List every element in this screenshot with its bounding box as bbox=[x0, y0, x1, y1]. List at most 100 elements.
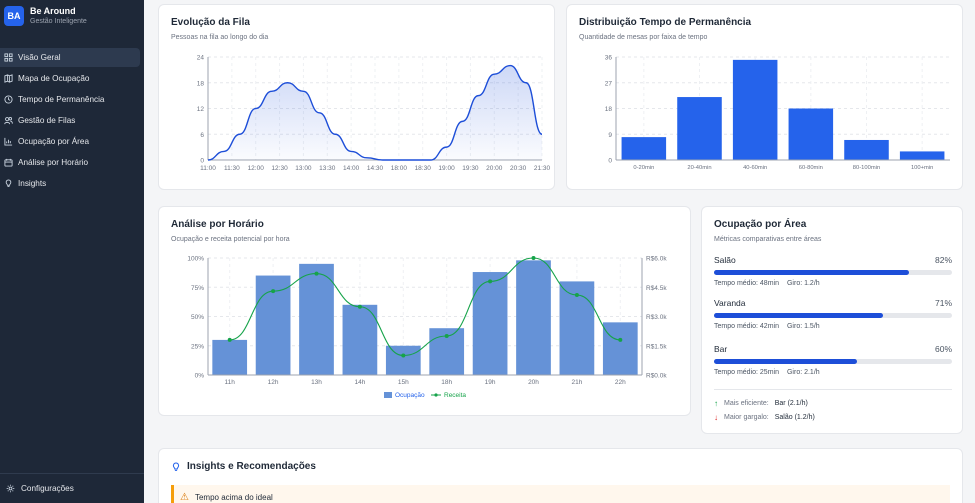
sidebar-item-insights[interactable]: Insights bbox=[0, 174, 140, 193]
x-tick-label: 40-60min bbox=[743, 165, 767, 171]
lightbulb-icon bbox=[4, 179, 13, 188]
revenue-point bbox=[227, 337, 232, 342]
sidebar-item-label: Ocupação por Área bbox=[18, 137, 90, 146]
card-subtitle: Ocupação e receita potencial por hora bbox=[171, 236, 290, 243]
x-tick-label: 20:00 bbox=[486, 165, 503, 172]
area-turnover: Giro: 1.5/h bbox=[786, 323, 820, 330]
bar bbox=[732, 59, 778, 160]
insight-text: Tempo acima do ideal bbox=[194, 492, 273, 502]
card-title: Evolução da Fila bbox=[171, 17, 250, 28]
revenue-point bbox=[488, 279, 493, 284]
most-efficient-stat: ↑ Mais eficiente: Bar (2.1/h) bbox=[714, 399, 808, 408]
x-tick-label: 80-100min bbox=[853, 165, 880, 171]
area-avg-time: Tempo médio: 48min bbox=[714, 280, 779, 287]
hourly-analysis-card: Análise por Horário Ocupação e receita p… bbox=[158, 206, 691, 416]
revenue-line bbox=[229, 257, 621, 357]
y-tick-label: 36 bbox=[605, 55, 613, 62]
sidebar-item-mapa-ocupacao[interactable]: Mapa de Ocupação bbox=[0, 69, 140, 88]
insight-warning-banner[interactable]: ⚠ Tempo acima do ideal bbox=[171, 485, 950, 503]
sidebar-item-gestao-filas[interactable]: Gestão de Filas bbox=[0, 111, 140, 130]
area-progress-fill bbox=[714, 313, 883, 318]
area-progress-track bbox=[714, 270, 952, 275]
sidebar-item-label: Análise por Horário bbox=[18, 158, 89, 167]
x-tick-label: 19:30 bbox=[462, 165, 479, 172]
bar bbox=[385, 345, 421, 375]
x-tick-label: 13:30 bbox=[319, 165, 336, 172]
x-tick-label: 14:30 bbox=[367, 165, 384, 172]
x-tick-label: 0-20min bbox=[633, 165, 654, 171]
arrow-down-icon: ↓ bbox=[714, 413, 718, 422]
x-tick-label: 60-80min bbox=[799, 165, 823, 171]
sidebar-item-label: Insights bbox=[18, 179, 47, 188]
sidebar-item-analise-horario[interactable]: Análise por Horário bbox=[0, 153, 140, 172]
y2-tick-label: R$4.5k bbox=[646, 285, 667, 292]
y-tick-label: 100% bbox=[187, 256, 204, 263]
bar-chart-icon bbox=[4, 137, 13, 146]
y2-tick-label: R$0.0k bbox=[646, 373, 667, 380]
arrow-up-icon: ↑ bbox=[714, 399, 718, 408]
card-title: Insights e Recomendações bbox=[187, 461, 316, 472]
area-name: Salão bbox=[714, 255, 736, 265]
y-tick-label: 9 bbox=[608, 132, 612, 139]
bar bbox=[621, 137, 667, 160]
calendar-icon bbox=[4, 158, 13, 167]
x-tick-label: 100+min bbox=[911, 165, 933, 171]
revenue-point bbox=[271, 289, 276, 294]
area-progress-fill bbox=[714, 270, 910, 275]
stat-label: Mais eficiente: bbox=[724, 400, 769, 407]
area-percent: 60% bbox=[934, 344, 952, 354]
bar bbox=[844, 139, 889, 160]
card-title: Ocupação por Área bbox=[714, 219, 807, 230]
area-percent: 71% bbox=[934, 298, 952, 308]
brand[interactable]: BA Be Around Gestão Inteligente bbox=[4, 6, 87, 26]
y-tick-label: 18 bbox=[197, 80, 205, 87]
x-tick-label: 15h bbox=[398, 379, 409, 386]
sidebar-item-label: Mapa de Ocupação bbox=[18, 74, 90, 83]
warning-icon: ⚠ bbox=[180, 491, 189, 503]
area-progress-track bbox=[714, 313, 952, 318]
users-icon bbox=[4, 116, 13, 125]
sidebar-item-label: Visão Geral bbox=[18, 53, 61, 62]
area-meta: Tempo médio: 48min Giro: 1.2/h bbox=[714, 280, 820, 287]
x-tick-label: 13:00 bbox=[295, 165, 312, 172]
x-tick-label: 20h bbox=[528, 379, 539, 386]
area-name: Varanda bbox=[714, 298, 746, 308]
bottleneck-stat: ↓ Maior gargalo: Salão (1.2/h) bbox=[714, 413, 815, 422]
y-tick-label: 24 bbox=[197, 55, 205, 62]
stay-chart: 0 9 18 27 36 0-20min 20-40min 40-60min 60-80min 8… bbox=[605, 55, 950, 171]
settings-link[interactable]: Configurações bbox=[0, 473, 144, 503]
sidebar-nav: Visão Geral Mapa de Ocupação Tempo de Pe… bbox=[0, 48, 144, 195]
revenue-point bbox=[444, 334, 449, 338]
queue-line bbox=[207, 64, 543, 161]
revenue-point bbox=[618, 337, 623, 342]
stay-distribution-card: Distribuição Tempo de Permanência Quanti… bbox=[566, 4, 963, 190]
x-tick-label: 11h bbox=[225, 379, 236, 386]
y-tick-label: 75% bbox=[191, 285, 204, 292]
area-progress-track bbox=[714, 359, 952, 364]
x-tick-label: 21:30 bbox=[534, 165, 551, 172]
clock-icon bbox=[4, 95, 13, 104]
queue-area bbox=[208, 65, 542, 160]
x-tick-label: 19h bbox=[485, 379, 496, 386]
bar bbox=[299, 263, 334, 375]
queue-evolution-card: Evolução da Fila Pessoas na fila ao long… bbox=[158, 4, 555, 190]
brand-logo: BA bbox=[4, 6, 24, 26]
card-subtitle: Quantidade de mesas por faixa de tempo bbox=[579, 34, 708, 41]
brand-subtitle: Gestão Inteligente bbox=[30, 18, 87, 25]
hourly-chart: 0% R$0.0k 25% R$1.5k 50% R$3.0k 75% R$4.5k 100% R… bbox=[187, 256, 667, 400]
x-tick-label: 20-40min bbox=[687, 165, 711, 171]
bar bbox=[788, 108, 834, 160]
y-tick-label: 0 bbox=[200, 158, 204, 165]
revenue-point bbox=[574, 293, 579, 298]
bar bbox=[472, 272, 508, 375]
revenue-point bbox=[401, 353, 406, 358]
x-tick-label: 12:30 bbox=[271, 165, 288, 172]
sidebar-item-visao-geral[interactable]: Visão Geral bbox=[0, 48, 140, 67]
brand-name: Be Around bbox=[30, 6, 76, 16]
sidebar-item-tempo-permanencia[interactable]: Tempo de Permanência bbox=[0, 90, 140, 109]
revenue-point bbox=[531, 256, 536, 260]
sidebar-item-ocupacao-area[interactable]: Ocupação por Área bbox=[0, 132, 140, 151]
card-title: Distribuição Tempo de Permanência bbox=[579, 17, 752, 28]
y-tick-label: 12 bbox=[197, 106, 205, 113]
legend-marker bbox=[434, 393, 438, 397]
